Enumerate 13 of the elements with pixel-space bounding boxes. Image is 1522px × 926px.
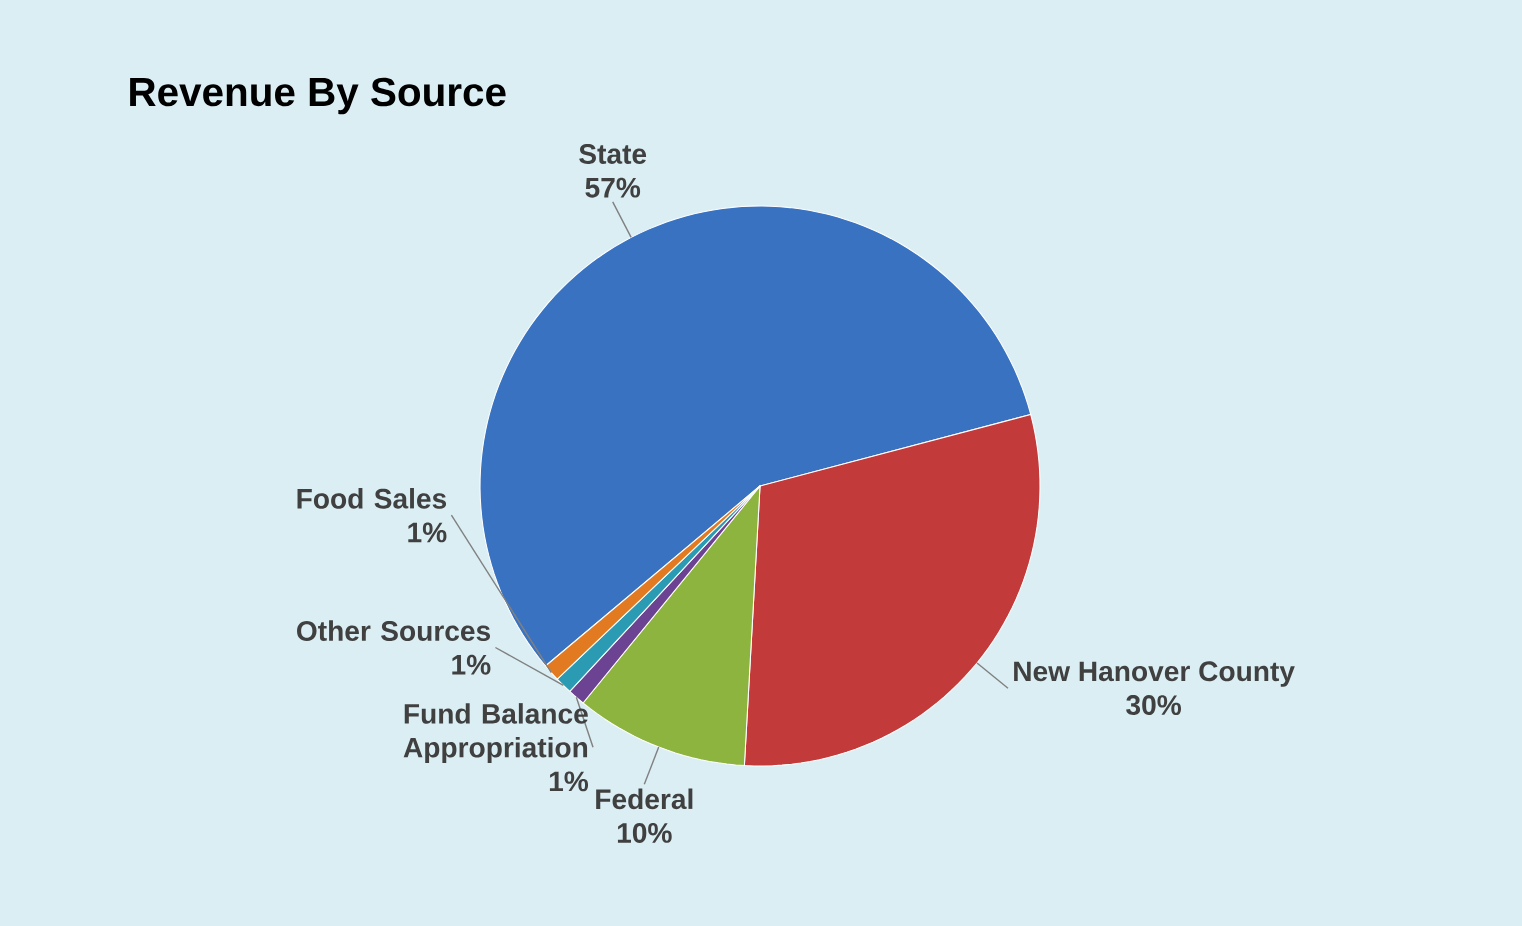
slice-label: New Hanover County	[1014, 661, 1295, 687]
data-label: 57%	[585, 177, 641, 198]
data-label: 10%	[617, 823, 672, 843]
data-label: 1%	[408, 522, 447, 543]
data-label: 1%	[452, 654, 491, 675]
data-label: 30%	[1126, 695, 1181, 716]
slice-label: Fund Balance Appropriation	[403, 703, 588, 764]
slice-label: Federal	[596, 788, 693, 810]
data-label: 1%	[549, 771, 589, 792]
slice-label: Food Sales	[297, 488, 447, 509]
slice-label: Other Sources	[297, 620, 491, 641]
slice-label: State	[579, 144, 647, 164]
chart-title: Revenue By Source	[130, 77, 506, 115]
